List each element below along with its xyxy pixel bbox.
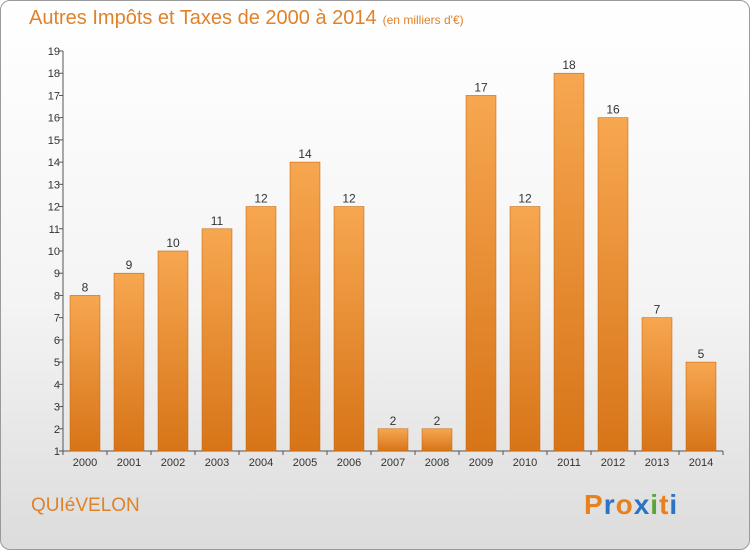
y-tick-label: 17	[48, 90, 60, 102]
y-tick-label: 8	[54, 290, 60, 302]
data-label: 10	[166, 236, 180, 250]
data-label: 17	[474, 80, 488, 94]
bar-2002	[157, 250, 189, 452]
data-label: 12	[342, 192, 356, 206]
data-label: 7	[654, 303, 661, 317]
bar-2010	[509, 206, 541, 452]
data-label: 12	[518, 192, 532, 206]
y-tick-label: 3	[54, 402, 60, 414]
bar-2001	[113, 272, 145, 452]
commune-name: QUIéVELON	[31, 495, 140, 516]
bar-2007	[377, 428, 409, 452]
data-label: 8	[82, 280, 89, 294]
x-tick-label: 2004	[249, 457, 273, 469]
y-tick-label: 13	[48, 179, 60, 191]
bar-2013	[641, 317, 673, 452]
data-label: 9	[126, 258, 133, 272]
x-tick-label: 2011	[557, 457, 581, 469]
bar-2004	[245, 206, 277, 452]
y-tick-label: 6	[54, 335, 60, 347]
x-tick-label: 2014	[689, 457, 713, 469]
y-tick-label: 15	[48, 135, 60, 147]
y-tick-label: 4	[54, 379, 60, 391]
y-tick-label: 18	[48, 68, 60, 80]
data-label: 12	[254, 192, 268, 206]
bar-2005	[289, 161, 321, 452]
x-tick-label: 2005	[293, 457, 317, 469]
y-tick-label: 7	[54, 313, 60, 325]
logo-letter: t	[659, 489, 670, 520]
x-tick-label: 2003	[205, 457, 229, 469]
x-tick-label: 2013	[645, 457, 669, 469]
x-tick-label: 2002	[161, 457, 185, 469]
x-tick-label: 2008	[425, 457, 449, 469]
bar-2000	[69, 295, 101, 452]
data-label: 14	[298, 147, 312, 161]
bar-2008	[421, 428, 453, 452]
bar-2006	[333, 206, 365, 452]
logo-letter: x	[633, 489, 651, 520]
y-tick-label: 2	[54, 424, 60, 436]
x-tick-label: 2001	[117, 457, 141, 469]
data-label: 18	[562, 58, 576, 72]
data-label: 2	[434, 414, 441, 428]
y-tick-label: 11	[49, 224, 60, 236]
x-tick-label: 2012	[601, 457, 625, 469]
bar-2003	[201, 228, 233, 452]
logo-letter: P	[584, 489, 604, 520]
bar-2009	[465, 95, 497, 452]
bar-2012	[597, 117, 629, 452]
title-text: Autres Impôts et Taxes de 2000 à 2014	[29, 7, 377, 29]
proxiti-logo: Proxiti	[584, 489, 678, 521]
x-tick-label: 2006	[337, 457, 361, 469]
chart-title: Autres Impôts et Taxes de 2000 à 2014 (en…	[29, 7, 464, 30]
data-label: 5	[698, 347, 705, 361]
y-tick-label: 5	[54, 357, 60, 369]
y-tick-label: 12	[48, 202, 60, 214]
logo-letter: o	[615, 489, 634, 520]
logo-letter: i	[650, 489, 660, 520]
x-tick-label: 2000	[73, 457, 97, 469]
x-tick-label: 2009	[469, 457, 493, 469]
y-tick-label: 14	[48, 157, 60, 169]
y-tick-label: 10	[48, 246, 60, 258]
y-tick-label: 16	[48, 113, 60, 125]
x-tick-label: 2007	[381, 457, 405, 469]
bar-2014	[685, 361, 717, 452]
x-tick-label: 2010	[513, 457, 537, 469]
logo-letter: i	[669, 489, 679, 520]
data-label: 16	[606, 103, 620, 117]
bar-2011	[553, 72, 585, 452]
chart-subtitle: (en milliers d'€)	[382, 13, 464, 27]
logo-letter: r	[603, 489, 616, 520]
y-tick-label: 9	[54, 268, 60, 280]
data-label: 11	[211, 214, 224, 228]
y-tick-label: 1	[54, 446, 60, 458]
y-tick-label: 19	[48, 46, 60, 58]
data-label: 2	[390, 414, 397, 428]
